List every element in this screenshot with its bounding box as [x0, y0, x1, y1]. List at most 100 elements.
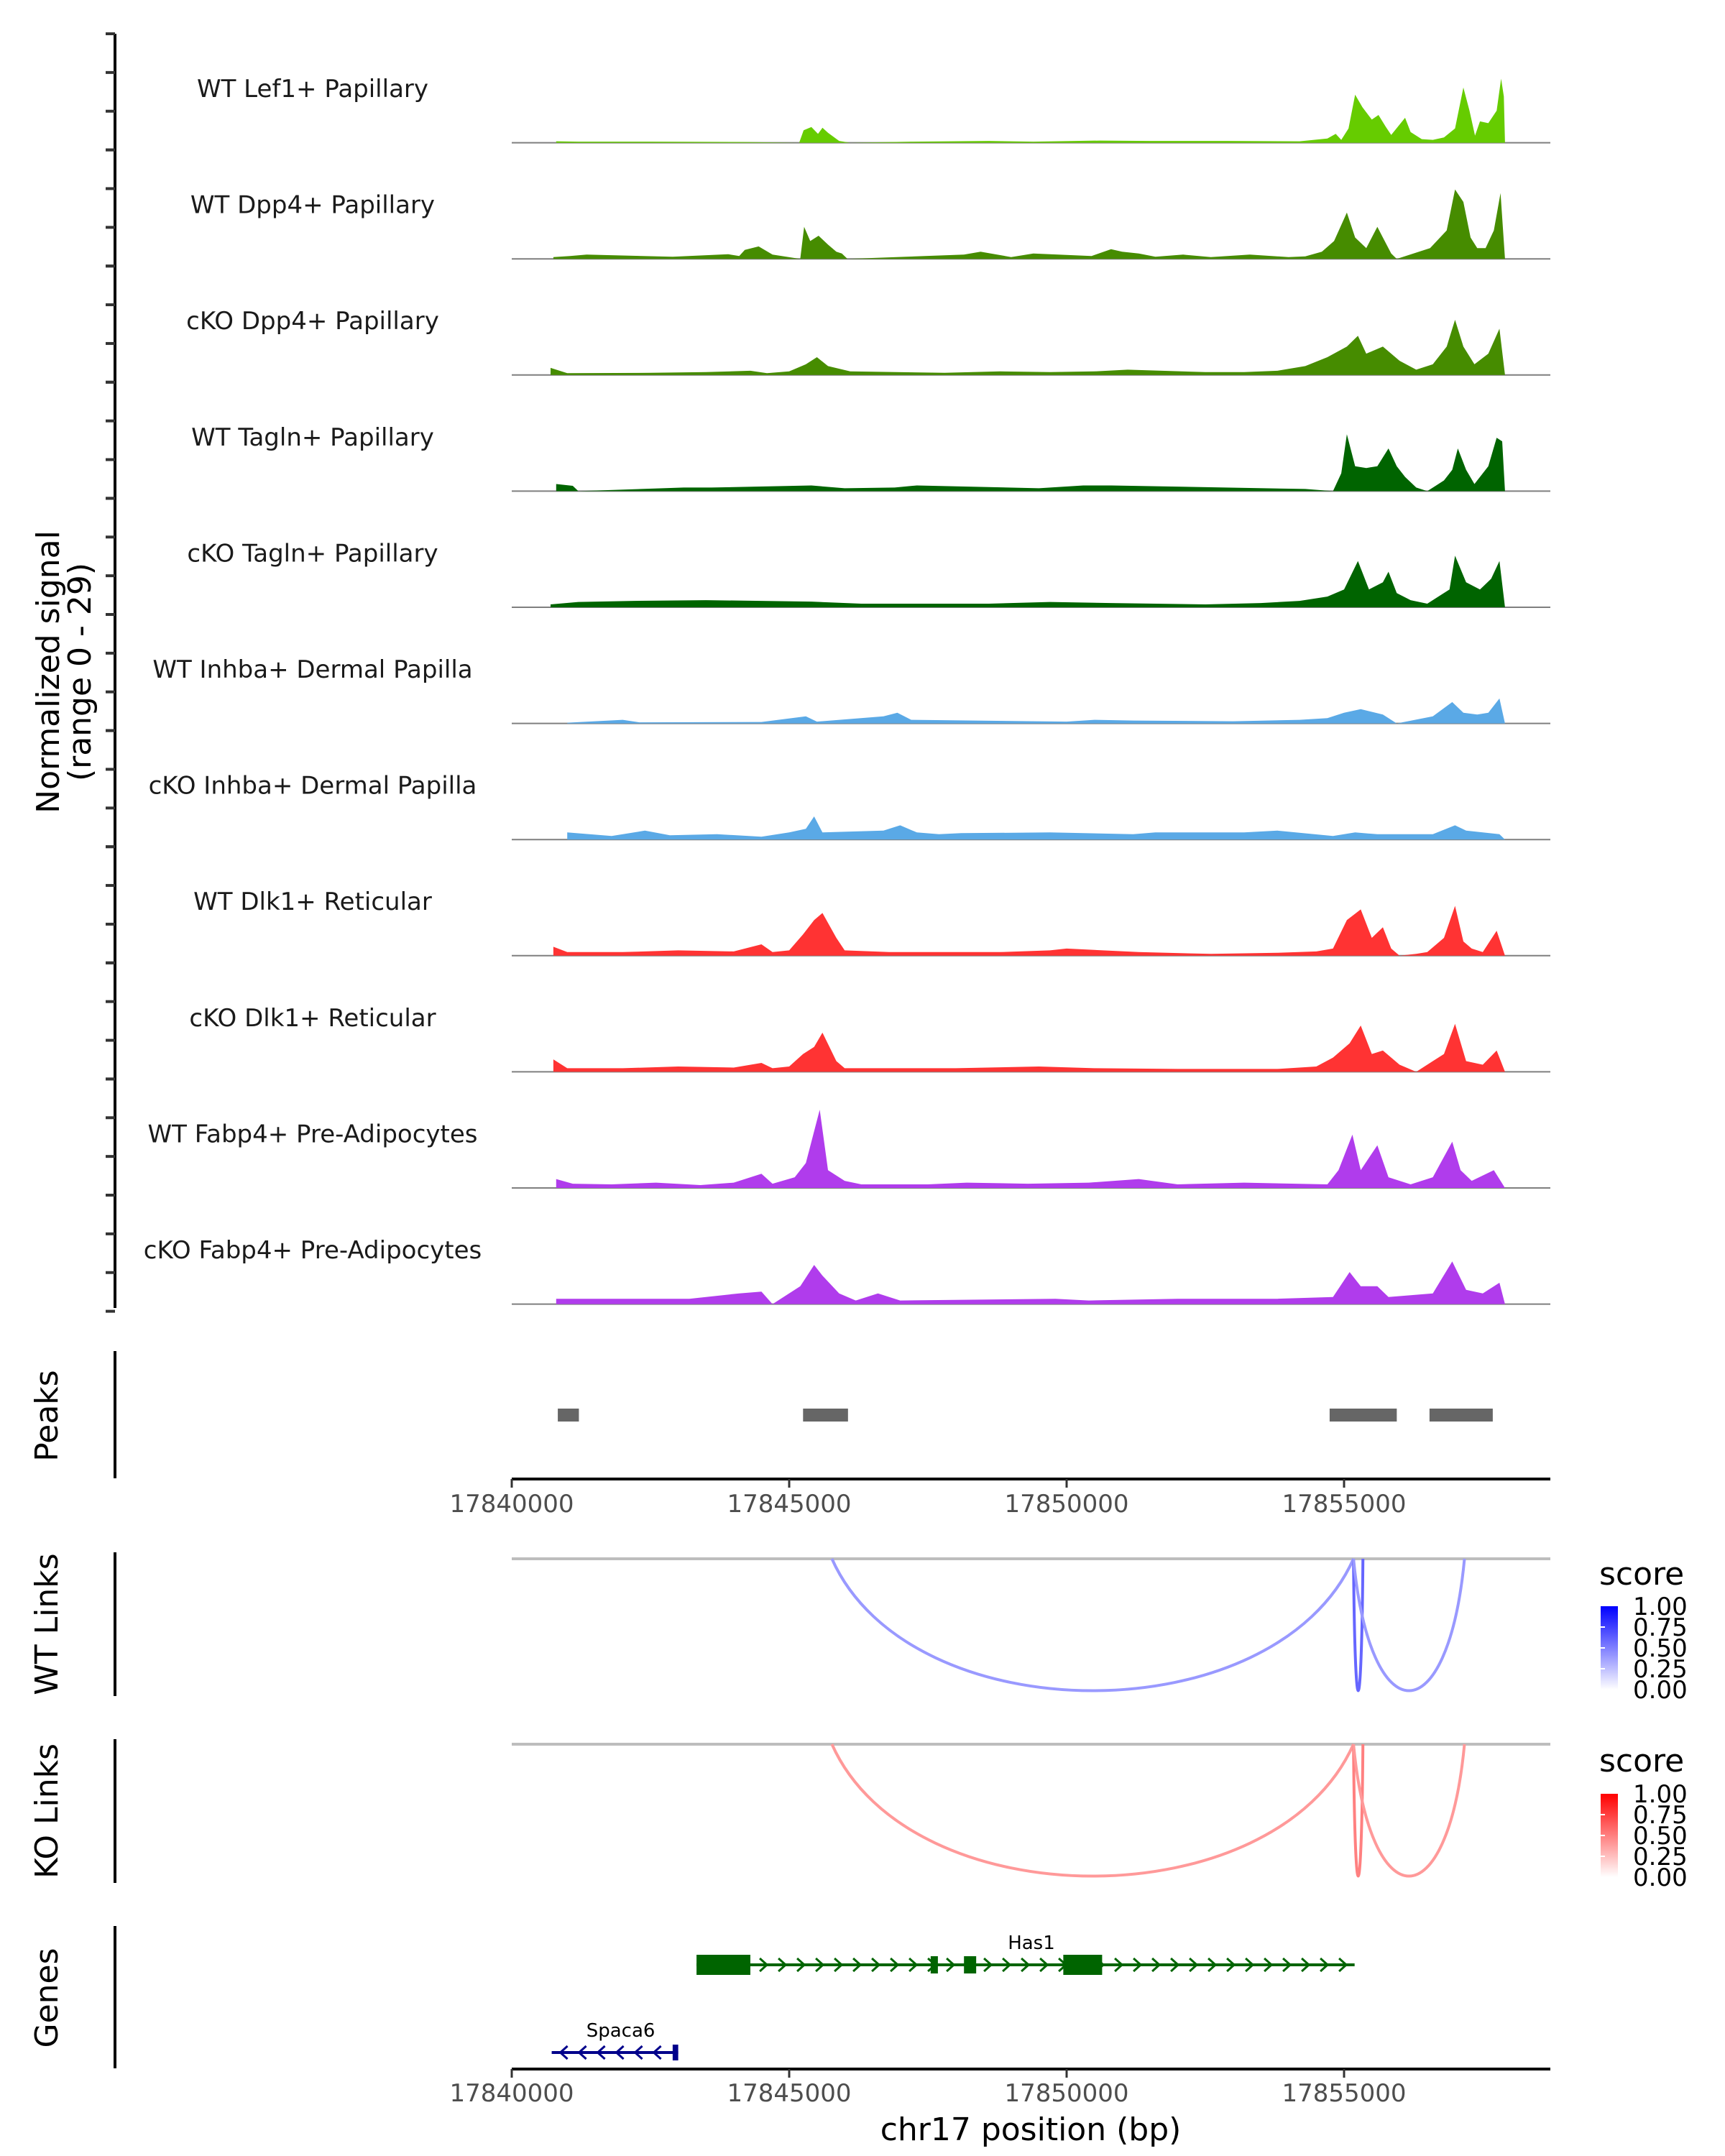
x-tick-label: 17850000 — [1004, 1490, 1128, 1519]
peak-regions — [558, 1409, 1493, 1422]
coverage-track: cKO Dlk1+ Reticular — [189, 1004, 1550, 1073]
ko-legend-colorbar: 1.000.750.500.250.00 — [1601, 1780, 1688, 1892]
ko-legend-title: score — [1599, 1743, 1684, 1779]
coverage-track: WT Dpp4+ Papillary — [190, 189, 1550, 260]
strand-arrow — [1264, 1957, 1274, 1973]
strand-arrow — [1151, 1957, 1162, 1973]
coverage-track: cKO Fabp4+ Pre-Adipocytes — [144, 1236, 1550, 1305]
strand-arrow — [1226, 1957, 1236, 1973]
strand-arrow — [871, 1957, 881, 1973]
gene-exon — [964, 1956, 977, 1973]
ko-link-arcs — [512, 1743, 1550, 1878]
gene-exon — [930, 1956, 938, 1973]
x-tick-label: 17845000 — [727, 1490, 851, 1519]
link-arc — [830, 1743, 1355, 1878]
coverage-track: cKO Tagln+ Papillary — [187, 539, 1550, 608]
strand-arrow — [577, 2045, 587, 2060]
track-label: WT Fabp4+ Pre-Adipocytes — [148, 1120, 478, 1148]
legend-tick-label: 1.00 — [1633, 1780, 1688, 1809]
legend-tick-label: 0.75 — [1633, 1801, 1688, 1830]
track-label: WT Dlk1+ Reticular — [193, 888, 432, 916]
coverage-y-axis-subtitle: (range 0 - 29) — [62, 563, 98, 781]
legend-tick-label: 0.75 — [1633, 1613, 1688, 1642]
legend-tick-label: 0.00 — [1633, 1676, 1688, 1705]
strand-arrow — [796, 1957, 806, 1973]
peak-region — [1329, 1409, 1397, 1422]
gene-name-label: Spaca6 — [586, 2020, 656, 2042]
x-axis-bottom: 17840000 17845000 17850000 17855000 — [449, 2068, 1550, 2108]
coverage-area — [556, 78, 1505, 143]
coverage-area — [567, 816, 1505, 840]
wt-legend-colorbar: 1.000.750.500.250.00 — [1601, 1593, 1688, 1705]
strand-arrow — [759, 1957, 769, 1973]
strand-arrow — [1002, 1957, 1012, 1973]
coverage-panel: Normalized signal (range 0 - 29) WT Lef1… — [30, 32, 1550, 1313]
link-arc — [830, 1558, 1355, 1692]
gene-exon — [1063, 1955, 1103, 1975]
strand-arrow — [1208, 1957, 1218, 1973]
coverage-track: WT Dlk1+ Reticular — [193, 888, 1550, 957]
ko-links-panel: KO Links score 1.000.750.500.250.00 — [29, 1739, 1688, 1892]
strand-arrow — [1189, 1957, 1199, 1973]
track-label: cKO Inhba+ Dermal Papilla — [149, 772, 477, 801]
link-arc — [1352, 1558, 1466, 1692]
strand-arrow — [834, 1957, 844, 1973]
gene-models: Has1 Spaca6 — [551, 1932, 1355, 2060]
track-label: WT Dpp4+ Papillary — [190, 191, 435, 220]
strand-arrow — [1245, 1957, 1255, 1973]
peak-region — [558, 1409, 579, 1422]
coverage-track: cKO Inhba+ Dermal Papilla — [149, 772, 1550, 841]
peak-region — [1429, 1409, 1493, 1422]
wt-legend-title: score — [1599, 1556, 1684, 1593]
strand-arrow — [1320, 1957, 1330, 1973]
strand-arrow — [1338, 1957, 1348, 1973]
coverage-area — [553, 1023, 1505, 1072]
link-arc — [1352, 1743, 1466, 1878]
track-label: WT Tagln+ Papillary — [191, 423, 434, 452]
strand-arrow — [1282, 1957, 1292, 1973]
gene-model: Has1 — [696, 1932, 1355, 1975]
coverage-area — [551, 556, 1505, 607]
x-tick-label: 17855000 — [1282, 2079, 1406, 2108]
strand-arrow — [890, 1957, 900, 1973]
strand-arrow — [558, 2045, 569, 2060]
strand-arrow — [1039, 1957, 1049, 1973]
x-tick-label: 17850000 — [1004, 2079, 1128, 2108]
wt-score-legend: score 1.000.750.500.250.00 — [1599, 1556, 1688, 1705]
strand-arrow — [852, 1957, 862, 1973]
legend-tick-label: 0.50 — [1633, 1822, 1688, 1851]
track-label: cKO Dlk1+ Reticular — [189, 1004, 436, 1033]
coverage-track: WT Tagln+ Papillary — [191, 423, 1550, 492]
track-label: WT Lef1+ Papillary — [197, 75, 428, 103]
track-label: cKO Tagln+ Papillary — [187, 539, 438, 568]
strand-arrow — [1301, 1957, 1311, 1973]
coverage-tracks: WT Lef1+ Papillary WT Dpp4+ Papillary cKO … — [144, 75, 1550, 1305]
wt-link-arcs — [512, 1557, 1550, 1692]
legend-tick-label: 0.25 — [1633, 1843, 1688, 1871]
coverage-track: WT Inhba+ Dermal Papilla — [152, 655, 1550, 724]
coverage-track: WT Fabp4+ Pre-Adipocytes — [148, 1110, 1550, 1189]
coverage-area — [551, 320, 1505, 375]
coverage-area — [556, 1110, 1505, 1188]
track-label: WT Inhba+ Dermal Papilla — [152, 655, 472, 684]
x-tick-label: 17845000 — [727, 2079, 851, 2108]
legend-tick-label: 1.00 — [1633, 1593, 1688, 1621]
x-tick-label: 17840000 — [449, 2079, 574, 2108]
strand-arrow — [946, 1957, 956, 1973]
coverage-area — [567, 698, 1505, 724]
strand-arrow — [1114, 1957, 1124, 1973]
wt-links-label: WT Links — [29, 1553, 65, 1695]
track-label: cKO Fabp4+ Pre-Adipocytes — [144, 1236, 482, 1265]
strand-arrow — [596, 2045, 606, 2060]
x-tick-label: 17855000 — [1282, 1490, 1406, 1519]
coverage-area — [556, 1261, 1505, 1304]
genes-label: Genes — [29, 1948, 65, 2047]
legend-tick-label: 0.25 — [1633, 1655, 1688, 1684]
strand-arrow — [1170, 1957, 1180, 1973]
legend-tick-label: 0.50 — [1633, 1634, 1688, 1663]
strand-arrow — [1021, 1957, 1031, 1973]
strand-arrow — [615, 2045, 625, 2060]
coverage-area — [553, 189, 1505, 259]
strand-arrow — [815, 1957, 825, 1973]
track-label: cKO Dpp4+ Papillary — [186, 307, 439, 336]
